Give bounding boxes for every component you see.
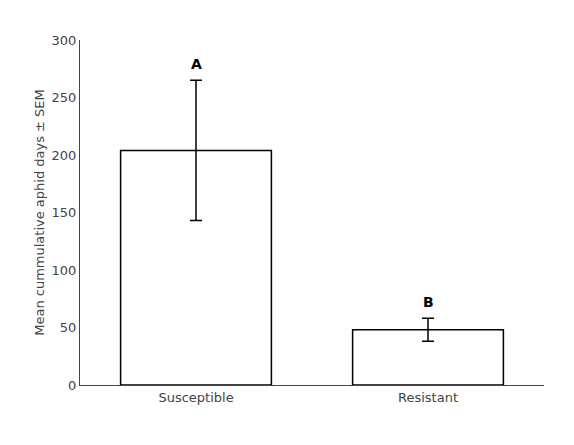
svg-text:50: 50 <box>60 320 77 335</box>
svg-text:B: B <box>423 294 434 310</box>
svg-text:0: 0 <box>68 378 76 393</box>
svg-text:Mean cummulative aphid days ±: Mean cummulative aphid days ± SEM <box>32 89 47 336</box>
svg-text:A: A <box>191 56 202 72</box>
svg-text:150: 150 <box>52 205 77 220</box>
svg-text:Resistant: Resistant <box>398 390 458 405</box>
svg-text:300: 300 <box>52 33 77 48</box>
svg-text:100: 100 <box>52 263 77 278</box>
svg-text:250: 250 <box>52 90 77 105</box>
svg-text:200: 200 <box>52 148 77 163</box>
svg-text:Susceptible: Susceptible <box>158 390 233 405</box>
